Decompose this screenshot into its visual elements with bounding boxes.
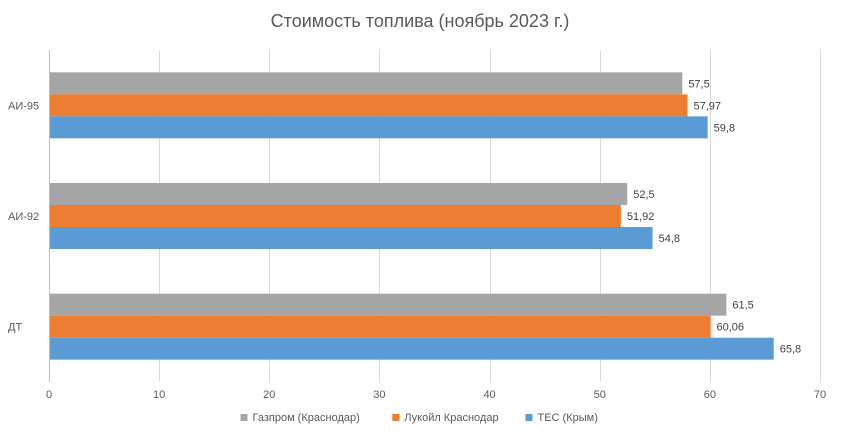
legend-swatch <box>525 414 533 421</box>
data-label: 57,97 <box>693 100 721 112</box>
data-label: 57,5 <box>688 78 709 90</box>
bar <box>49 72 683 95</box>
category-label: ДТ <box>8 322 22 334</box>
x-tick-label: 60 <box>704 389 716 401</box>
data-label: 60,06 <box>717 322 745 334</box>
data-label: 65,8 <box>780 344 801 356</box>
data-label: 51,92 <box>627 211 655 223</box>
bars <box>49 72 774 360</box>
x-tick-label: 30 <box>373 389 385 401</box>
legend-label: ТЕС (Крым) <box>538 412 598 424</box>
legend-item: Лукойл Краснодар <box>392 412 499 424</box>
bar <box>49 293 727 316</box>
category-label: АИ-92 <box>8 211 39 223</box>
legend-swatch <box>392 414 400 421</box>
bar <box>49 227 653 249</box>
legend-item: ТЕС (Крым) <box>525 412 598 424</box>
bar <box>49 205 621 227</box>
legend: Газпром (Краснодар) Лукойл Краснодар ТЕС (… <box>240 412 598 424</box>
x-tick-label: 70 <box>814 389 826 401</box>
bar <box>49 315 711 338</box>
x-tick-label: 0 <box>46 389 52 401</box>
x-axis: 0 10 20 30 40 50 60 70 <box>46 389 826 401</box>
x-tick-label: 10 <box>153 389 165 401</box>
data-labels: 57,5 57,97 59,8 52,5 51,92 54,8 61,5 60,06 65,8 <box>627 78 801 355</box>
category-label: АИ-95 <box>8 100 39 112</box>
bar <box>49 337 774 360</box>
bar <box>49 116 708 139</box>
data-label: 52,5 <box>633 189 654 201</box>
bar <box>49 94 688 117</box>
legend-label: Газпром (Краснодар) <box>253 412 360 424</box>
legend-swatch <box>240 414 248 421</box>
y-axis: АИ-95 АИ-92 ДТ <box>8 50 50 382</box>
data-label: 54,8 <box>659 233 680 245</box>
legend-item: Газпром (Краснодар) <box>240 412 360 424</box>
x-tick-label: 20 <box>263 389 275 401</box>
legend-label: Лукойл Краснодар <box>404 412 498 424</box>
x-tick-label: 50 <box>594 389 606 401</box>
data-label: 61,5 <box>732 300 753 312</box>
bar <box>49 183 628 205</box>
data-label: 59,8 <box>714 122 735 134</box>
chart-title: Стоимость топлива (ноябрь 2023 г.) <box>271 11 570 31</box>
x-tick-label: 40 <box>483 389 495 401</box>
